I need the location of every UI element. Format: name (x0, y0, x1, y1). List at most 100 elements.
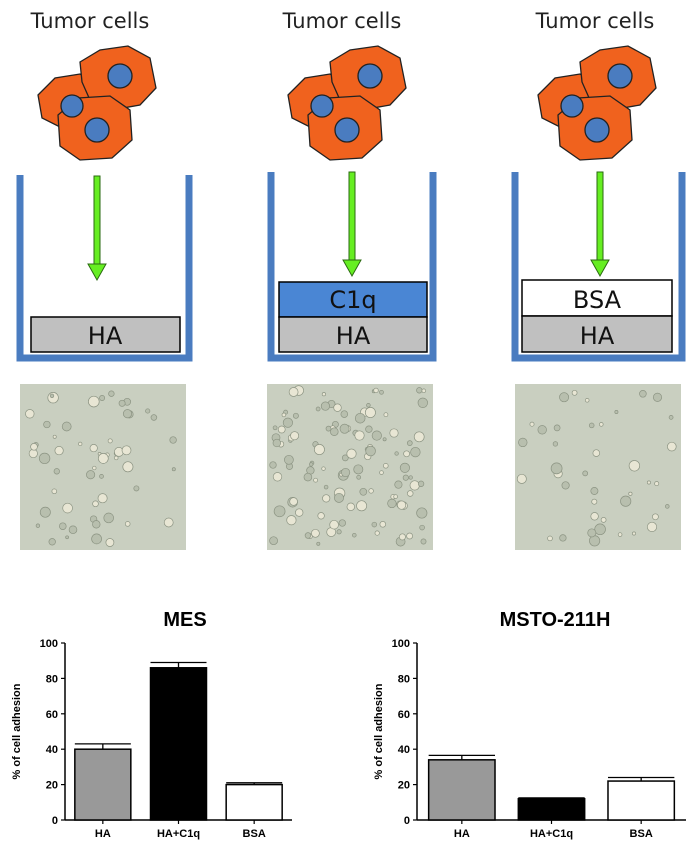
cell-speck (665, 504, 670, 509)
y-tick-label: 40 (46, 744, 58, 756)
cell-speck (92, 500, 99, 508)
cell-speck (668, 415, 674, 420)
cell-speck (379, 389, 384, 395)
cell-speck (516, 473, 527, 484)
cell-speck (304, 532, 312, 539)
cell-speck (402, 474, 409, 481)
layer-ha (30, 316, 181, 353)
cell-speck (547, 535, 553, 542)
cell-nucleus (60, 94, 84, 118)
cell-speck (346, 502, 355, 511)
cell-speck (341, 454, 349, 462)
cell-nucleus (334, 117, 360, 143)
bar-bsa (225, 783, 283, 821)
cell-speck (394, 451, 399, 456)
cell-speck (600, 517, 607, 523)
x-tick-label: BSA (630, 828, 653, 840)
bar-ha (74, 748, 132, 821)
cell-speck (49, 393, 55, 398)
cell-speck (416, 387, 423, 394)
cell-speck (417, 480, 425, 487)
cell-speck (591, 498, 598, 505)
layer-ha-label: HA (580, 322, 615, 350)
cell-speck (652, 513, 659, 521)
cell-speck (652, 392, 663, 402)
cell-speck (582, 470, 589, 477)
cell-speck (599, 422, 604, 427)
cell-dots (269, 385, 428, 547)
cell-speck (371, 430, 382, 441)
layer-bsa (521, 279, 673, 317)
bar-bsa (607, 780, 676, 821)
cell-speck (121, 445, 132, 456)
cell-speck (614, 410, 619, 414)
cell-speck (667, 441, 677, 452)
cell-speck (272, 425, 278, 431)
cell-speck (53, 468, 60, 475)
cell-speck (537, 425, 547, 435)
cell-speck (269, 461, 277, 469)
cell-speck (632, 531, 636, 536)
panel-title: Tumor cells (30, 9, 150, 33)
cell-speck (330, 427, 339, 436)
cell-speck (356, 474, 362, 480)
cell-speck (646, 480, 651, 485)
y-tick-label: 80 (46, 673, 58, 685)
cell-speck (88, 395, 100, 408)
cell-speck (420, 538, 427, 545)
cell-speck (518, 437, 528, 448)
cell-speck (406, 490, 414, 497)
cell-speck (61, 421, 72, 432)
cell-speck (368, 488, 374, 494)
cell-speck (122, 409, 133, 419)
cell-dots (25, 390, 177, 547)
cell-speck (394, 480, 403, 489)
culture-well: C1q HA (267, 171, 437, 362)
cell-dots (516, 389, 677, 547)
cell-speck (366, 403, 371, 408)
cell-speck (553, 424, 561, 432)
cell-speck (295, 508, 304, 517)
y-tick-label: 60 (398, 709, 410, 721)
bar-chart-mes: MES 0 20 40 60 80 100 % of cell adhesion HA HA+C1… (11, 609, 292, 840)
cell-speck (316, 541, 321, 546)
culture-well: BSA HA (511, 171, 686, 362)
layer-bsa-label: BSA (573, 286, 622, 314)
cell-speck (108, 390, 115, 397)
cell-speck (281, 412, 287, 418)
cell-speck (628, 491, 633, 496)
cell-speck (374, 530, 380, 536)
cell-speck (354, 412, 366, 424)
cell-speck (320, 401, 330, 411)
x-tick-label: HA+C1q (157, 828, 200, 840)
cell-speck (594, 523, 606, 536)
cell-speck (43, 420, 51, 429)
cell-speck (54, 446, 64, 456)
cell-speck (124, 521, 131, 527)
cell-speck (68, 525, 78, 535)
bar-chart-msto-211h: MSTO-211H 0 20 40 60 80 100 % of cell adhesion H… (373, 609, 686, 840)
cell-speck (91, 533, 102, 545)
panel-ha-bsa: Tumor cells BSA HA (511, 9, 686, 550)
cell-speck (323, 484, 329, 490)
cell-speck (118, 399, 126, 407)
cell-speck (92, 465, 97, 471)
cell-speck (365, 445, 376, 457)
cell-speck (416, 507, 428, 519)
cell-speck (403, 450, 410, 458)
cell-speck (398, 533, 406, 541)
cell-speck (62, 502, 73, 514)
layer-c1q (278, 281, 428, 318)
y-tick-label: 0 (52, 815, 58, 827)
cell-speck (99, 395, 106, 401)
cell-speck (419, 524, 425, 531)
tumor-cells-illustration (537, 45, 657, 161)
cell-speck (309, 462, 314, 467)
cell-speck (383, 463, 389, 469)
cell-speck (406, 532, 413, 540)
cell-speck (413, 431, 425, 443)
cell-speck (92, 520, 101, 529)
cell-speck (417, 397, 428, 408)
cell-speck (421, 388, 427, 394)
cell-speck (171, 467, 176, 472)
